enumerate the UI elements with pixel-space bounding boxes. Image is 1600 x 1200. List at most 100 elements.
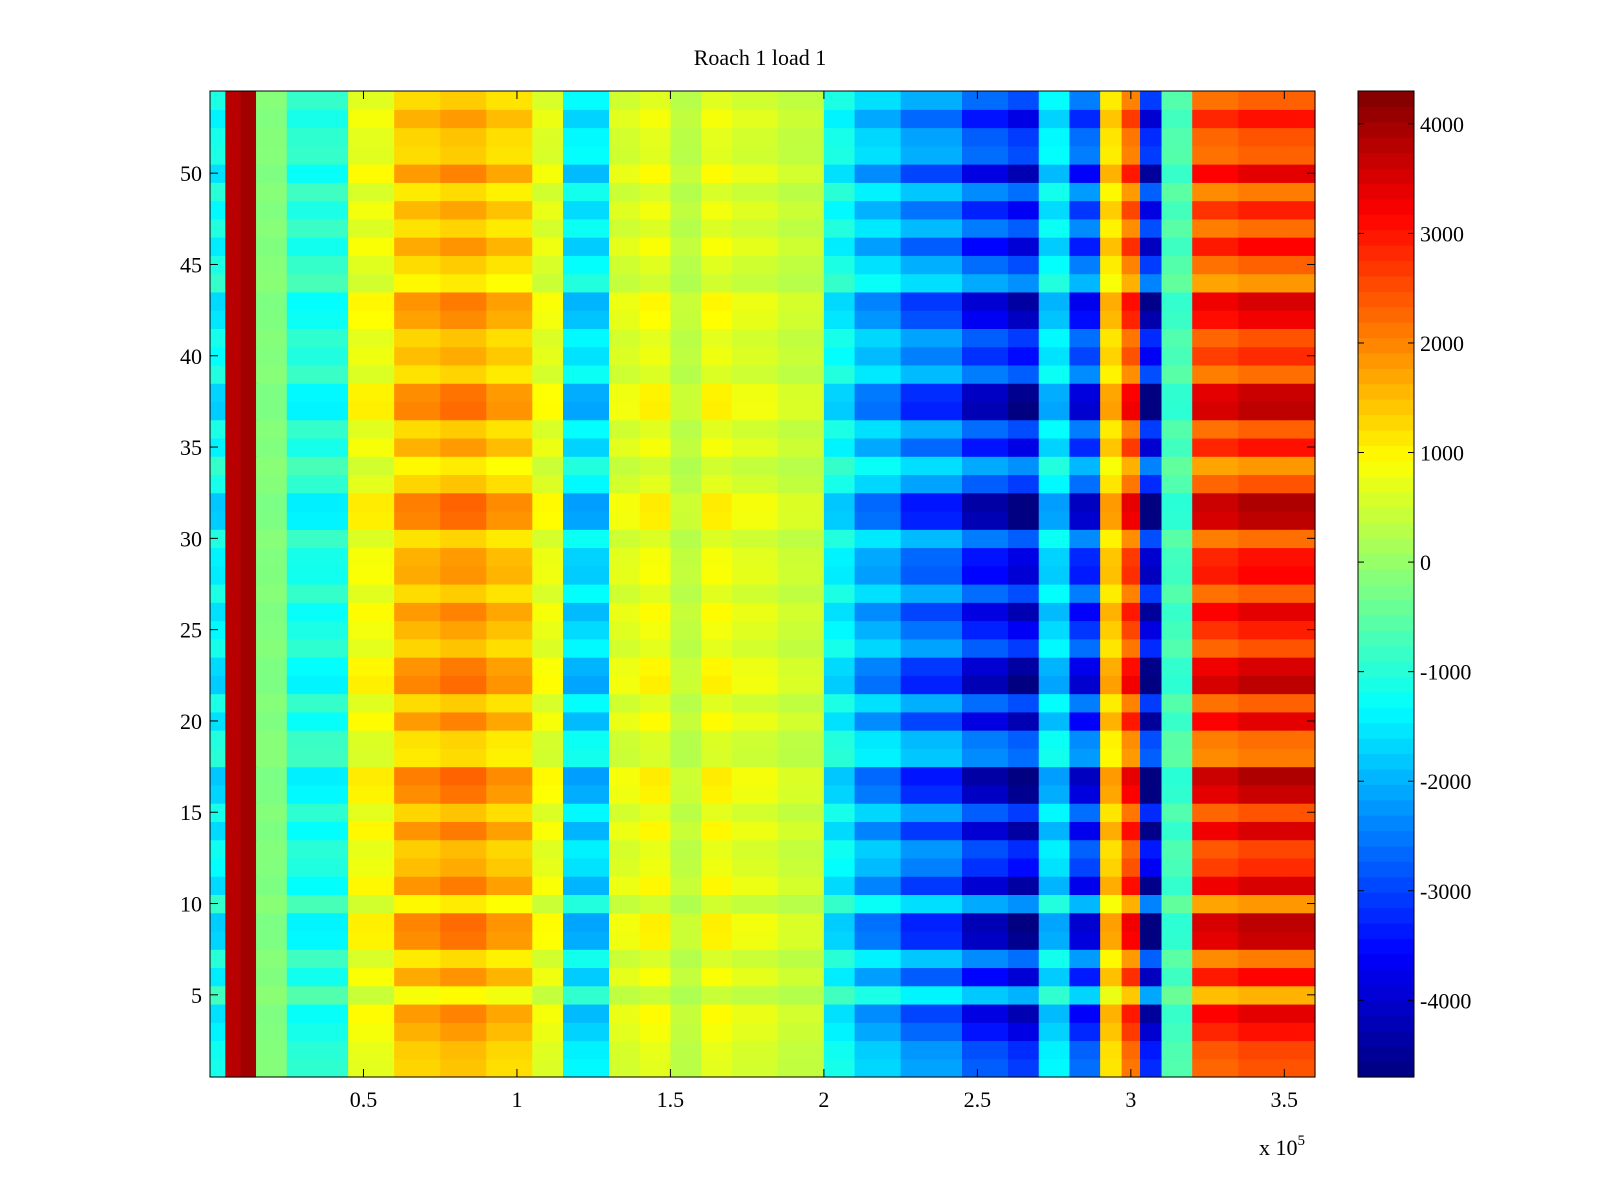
heatmap-cell xyxy=(440,949,487,969)
heatmap-cell xyxy=(823,1022,856,1042)
heatmap-cell xyxy=(1069,602,1101,622)
heatmap-cell xyxy=(777,401,825,421)
heatmap-cell xyxy=(532,237,564,256)
heatmap-cell xyxy=(1161,985,1193,1005)
heatmap-cell xyxy=(609,930,641,950)
heatmap-cell xyxy=(1192,383,1239,403)
heatmap-cell xyxy=(962,547,1009,567)
heatmap-cell xyxy=(1140,109,1163,129)
heatmap-cell xyxy=(440,584,487,603)
heatmap-cell xyxy=(440,547,487,567)
heatmap-cell xyxy=(256,711,288,731)
heatmap-cell xyxy=(639,693,672,713)
heatmap-cell xyxy=(1038,328,1071,348)
heatmap-cell xyxy=(609,821,641,841)
heatmap-cell xyxy=(777,91,825,110)
heatmap-cell xyxy=(225,273,242,293)
heatmap-cell xyxy=(225,328,242,348)
heatmap-cell xyxy=(210,419,226,439)
x-axis-multiplier-exponent: 5 xyxy=(1298,1133,1306,1149)
heatmap-cell xyxy=(962,273,1009,293)
colorbar-swatch xyxy=(1358,491,1414,508)
heatmap-cell xyxy=(286,730,349,749)
heatmap-cell xyxy=(609,730,641,749)
colorbar-swatch xyxy=(1358,414,1414,431)
heatmap-cell xyxy=(670,766,702,786)
heatmap-cell xyxy=(1192,894,1239,914)
heatmap-cell xyxy=(731,1022,779,1042)
heatmap-cell xyxy=(440,510,487,530)
heatmap-cell xyxy=(1038,912,1071,932)
heatmap-cell xyxy=(854,967,902,987)
heatmap-cell xyxy=(394,565,441,585)
heatmap-cell xyxy=(562,346,610,366)
heatmap-cell xyxy=(440,985,487,1005)
heatmap-cell xyxy=(394,510,441,530)
heatmap-cell xyxy=(440,91,487,110)
heatmap-cell xyxy=(962,985,1009,1005)
heatmap-cell xyxy=(286,565,349,585)
heatmap-cell xyxy=(1121,273,1141,293)
heatmap-cell xyxy=(210,638,226,658)
colorbar-swatch xyxy=(1358,845,1414,862)
heatmap-cell xyxy=(1161,164,1193,183)
heatmap-cell xyxy=(1192,602,1239,622)
heatmap-cell xyxy=(823,273,856,293)
heatmap-cell xyxy=(1069,930,1101,950)
heatmap-cell xyxy=(731,675,779,695)
heatmap-cell xyxy=(1140,328,1163,348)
heatmap-cell xyxy=(562,711,610,731)
heatmap-cell xyxy=(962,474,1009,494)
heatmap-cell xyxy=(225,1003,242,1023)
heatmap-cell xyxy=(562,310,610,329)
heatmap-cell xyxy=(1192,218,1239,238)
heatmap-cell xyxy=(394,383,441,403)
heatmap-cell xyxy=(609,748,641,768)
heatmap-cell xyxy=(962,529,1009,549)
heatmap-cell xyxy=(1140,145,1163,165)
colorbar-swatch xyxy=(1358,306,1414,323)
heatmap-cell xyxy=(286,255,349,275)
heatmap-cell xyxy=(286,291,349,311)
heatmap-cell xyxy=(562,529,610,549)
heatmap-cell xyxy=(240,492,257,512)
heatmap-cell xyxy=(532,164,564,183)
heatmap-cell xyxy=(731,602,779,622)
heatmap-cell xyxy=(1008,839,1040,859)
heatmap-cell xyxy=(440,876,487,896)
heatmap-cell xyxy=(1069,328,1101,348)
heatmap-cell xyxy=(1038,985,1071,1005)
heatmap-cell xyxy=(532,821,564,841)
heatmap-cell xyxy=(731,1040,779,1060)
heatmap-cell xyxy=(609,109,641,129)
colorbar-swatch xyxy=(1358,183,1414,200)
heatmap-cell xyxy=(1238,529,1285,549)
heatmap-cell xyxy=(240,784,257,804)
heatmap-cell xyxy=(348,949,395,969)
heatmap-cell xyxy=(731,182,779,202)
heatmap-cell xyxy=(1140,711,1163,731)
heatmap-cell xyxy=(1121,803,1141,822)
heatmap-cell xyxy=(1140,894,1163,914)
heatmap-cell xyxy=(1121,730,1141,749)
heatmap-cell xyxy=(440,529,487,549)
heatmap-cell xyxy=(670,164,702,183)
heatmap-cell xyxy=(562,328,610,348)
heatmap-cell xyxy=(731,876,779,896)
heatmap-cell xyxy=(731,383,779,403)
heatmap-cell xyxy=(1069,584,1101,603)
heatmap-cell xyxy=(225,492,242,512)
colorbar-swatch xyxy=(1358,275,1414,292)
heatmap-cell xyxy=(240,1003,257,1023)
heatmap-cell xyxy=(701,857,733,877)
heatmap-cell xyxy=(823,529,856,549)
heatmap-cell xyxy=(1100,474,1123,494)
heatmap-cell xyxy=(1161,949,1193,969)
heatmap-cell xyxy=(854,346,902,366)
heatmap-cell xyxy=(1008,364,1040,384)
heatmap-cell xyxy=(1069,657,1101,676)
heatmap-cell xyxy=(394,492,441,512)
heatmap-cell xyxy=(854,602,902,622)
heatmap-cell xyxy=(210,91,226,110)
heatmap-cell xyxy=(532,730,564,749)
